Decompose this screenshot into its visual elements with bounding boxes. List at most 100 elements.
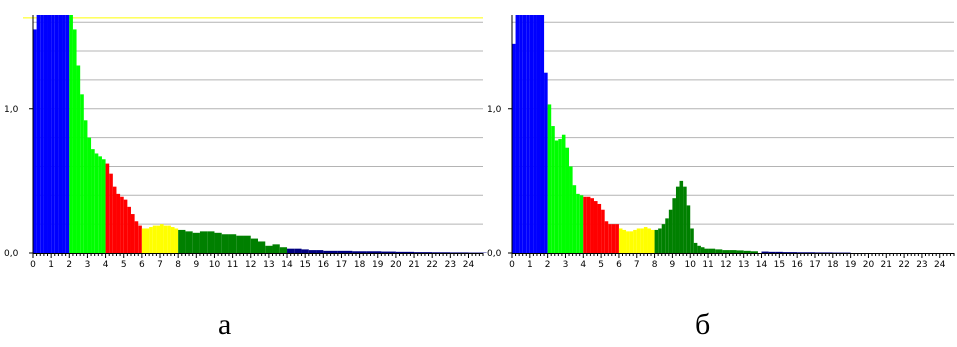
histogram-bar [601, 209, 605, 253]
histogram-bar [583, 196, 587, 253]
x-tick-label: 7 [634, 260, 640, 270]
x-tick-label: 21 [881, 260, 892, 270]
histogram-bar [432, 252, 451, 253]
histogram-bar [551, 126, 555, 253]
x-tick-label: 17 [336, 260, 347, 270]
histogram-bar [750, 251, 758, 253]
histogram-bar [101, 159, 106, 253]
x-tick-label: 1 [48, 260, 54, 270]
histogram-bar [116, 193, 121, 253]
histogram-bar [352, 251, 367, 253]
histogram-bar [258, 241, 266, 253]
histogram-bar [576, 193, 580, 253]
histogram-bar [593, 201, 598, 253]
histogram-bar [366, 251, 382, 253]
histogram-bar [569, 166, 573, 253]
histogram-bar [40, 15, 44, 253]
x-tick-label: 14 [756, 260, 768, 270]
histogram-bar [167, 225, 171, 253]
histogram-bar [533, 15, 537, 253]
histogram-bar [381, 251, 396, 253]
histogram-bar [43, 15, 48, 253]
x-tick-label: 6 [616, 260, 622, 270]
y-tick-label: 0,0 [487, 249, 502, 259]
histogram-bar [105, 163, 110, 253]
histogram-bar [145, 228, 150, 253]
histogram-bar [512, 43, 516, 254]
x-tick-label: 12 [720, 260, 731, 270]
histogram-bar [722, 250, 730, 253]
x-tick-label: 6 [139, 260, 145, 270]
histogram-bar [152, 225, 157, 253]
histogram-bar [654, 229, 659, 253]
histogram-bar [540, 15, 545, 253]
histogram-bar [265, 245, 273, 253]
histogram-bar [250, 238, 258, 253]
histogram-bar [529, 15, 534, 253]
x-tick-label: 13 [263, 260, 274, 270]
x-tick-label: 5 [598, 260, 604, 270]
histogram-bar [76, 65, 81, 253]
histogram-bar [65, 15, 70, 253]
x-tick-label: 1 [527, 260, 533, 270]
histogram-bar [58, 15, 63, 253]
histogram-bar [519, 15, 523, 253]
chart-b: 0 1 2 3 4 5 6 7 8 9 10 11 12 13 14 15 16 17 18 19 20 21 22 23 24… [487, 15, 955, 270]
histogram-bar [604, 221, 609, 253]
x-tick-label: 8 [652, 260, 658, 270]
histogram-bar [693, 242, 698, 253]
histogram-bar [814, 252, 833, 253]
histogram-bar [98, 156, 102, 253]
y-tick-label: 0,0 [4, 249, 19, 259]
x-tick-label: 13 [738, 260, 749, 270]
histogram-bar [112, 186, 117, 253]
histogram-bar [622, 229, 627, 253]
histogram-bar [708, 248, 716, 253]
histogram-bar [743, 250, 751, 253]
x-tick-label: 10 [209, 260, 221, 270]
x-tick-label: 0 [30, 260, 36, 270]
histogram-bar [337, 250, 353, 253]
histogram-bar [615, 224, 619, 253]
x-tick-label: 15 [299, 260, 310, 270]
histogram-bar [611, 224, 616, 253]
histogram-bar [522, 15, 527, 253]
histogram-bar [130, 214, 135, 253]
histogram-bar [54, 15, 59, 253]
histogram-bar [134, 221, 139, 253]
x-tick-label: 10 [684, 260, 696, 270]
histogram-bar [163, 225, 168, 253]
histogram-bar [679, 180, 684, 253]
histogram-bar [686, 205, 691, 253]
x-tick-label: 23 [445, 260, 456, 270]
histogram-bar [636, 228, 641, 253]
histogram-bar [127, 206, 131, 253]
histogram-bar [308, 250, 317, 253]
histogram-bar [316, 250, 324, 253]
histogram-bar [87, 137, 92, 253]
histogram-bar [647, 228, 652, 253]
histogram-bar [729, 250, 737, 253]
histogram-bar [214, 232, 222, 253]
histogram-bar [287, 248, 295, 253]
x-tick-label: 19 [845, 260, 857, 270]
x-tick-label: 9 [670, 260, 676, 270]
x-tick-label: 11 [702, 260, 713, 270]
x-tick-label: 16 [318, 260, 330, 270]
histogram-bar [590, 198, 594, 253]
histogram-bar [683, 186, 687, 253]
histogram-bar [47, 15, 52, 253]
x-tick-label: 12 [245, 260, 256, 270]
histogram-bar [544, 72, 548, 254]
x-tick-label: 15 [774, 260, 785, 270]
x-tick-label: 14 [281, 260, 293, 270]
x-tick-label: 11 [227, 260, 238, 270]
caption-b: б [695, 308, 711, 341]
x-tick-label: 7 [157, 260, 163, 270]
histogram-bar [123, 199, 128, 253]
x-tick-label: 5 [121, 260, 127, 270]
histogram-bar [323, 250, 338, 253]
x-tick-label: 2 [66, 260, 72, 270]
histogram-bar [797, 252, 815, 253]
